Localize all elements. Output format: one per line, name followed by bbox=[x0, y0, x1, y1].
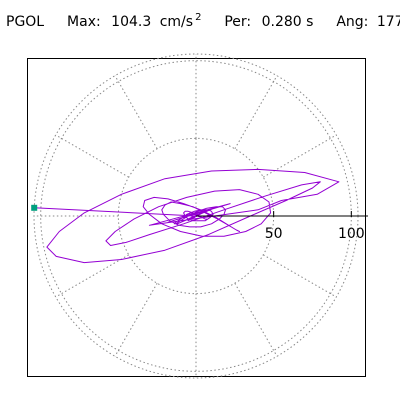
plot-header: PGOL Max: 104.3 cm/s 2 Per: 0.280 s Ang: … bbox=[6, 12, 400, 38]
grid-spoke-210 bbox=[55, 254, 129, 298]
grid-spoke-150 bbox=[55, 134, 129, 178]
grid-spoke-60 bbox=[234, 75, 278, 149]
peak-direction-line bbox=[34, 207, 197, 217]
angle-label: Ang: bbox=[336, 14, 369, 30]
grid-spoke-240 bbox=[114, 283, 158, 357]
max-unit-exponent: 2 bbox=[195, 12, 202, 23]
peak-marker bbox=[31, 204, 38, 211]
period-value: 0.280 s bbox=[261, 14, 314, 30]
period-label: Per: bbox=[224, 14, 252, 30]
grid-spoke-300 bbox=[234, 283, 278, 357]
grid-spoke-120 bbox=[114, 75, 158, 149]
angle-value: 177.1 bbox=[376, 14, 400, 30]
max-value: 104.3 bbox=[111, 14, 152, 30]
ring-tick-label-50: 50 bbox=[265, 226, 283, 242]
particle-motion-trace bbox=[46, 168, 340, 264]
ring-tick-label-100: 100 bbox=[338, 226, 365, 242]
max-label: Max: bbox=[67, 14, 101, 30]
station-code: PGOL bbox=[6, 14, 45, 30]
grid-spoke-330 bbox=[263, 254, 337, 298]
max-unit: cm/s bbox=[159, 14, 194, 30]
plot-frame bbox=[27, 58, 366, 377]
